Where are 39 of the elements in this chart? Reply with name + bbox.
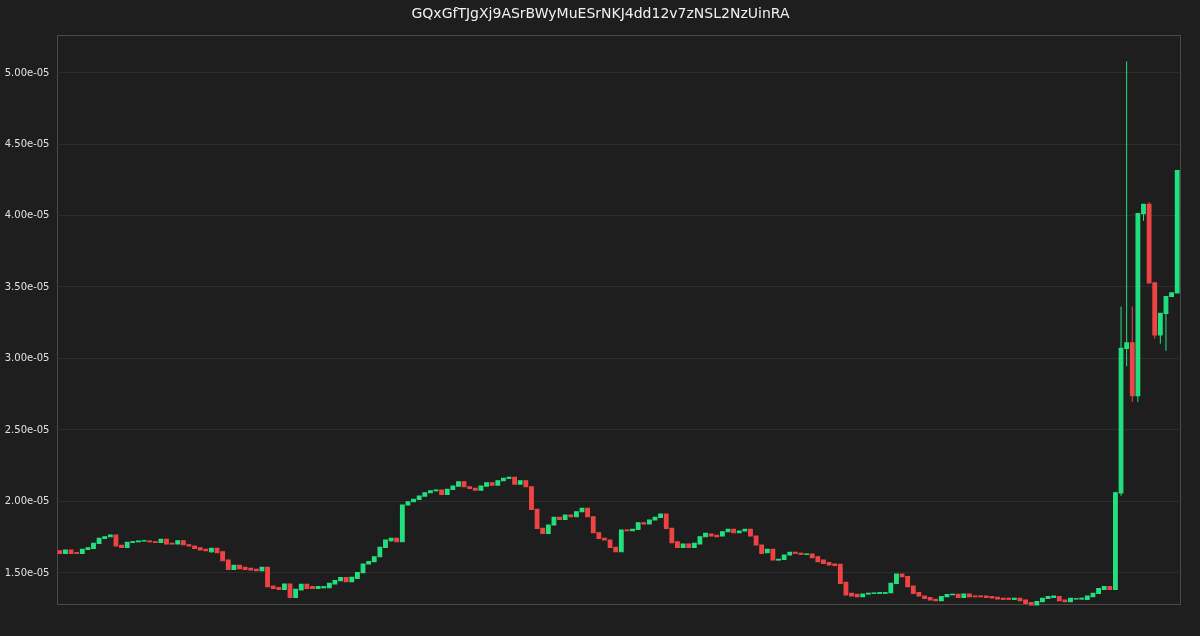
y-tick-label: 2.50e-05 (4, 423, 50, 435)
candlestick (680, 543, 686, 548)
y-tick-label: 4.50e-05 (4, 138, 50, 150)
candlestick (282, 583, 287, 590)
candlestick (209, 547, 214, 553)
candlestick (394, 537, 400, 543)
candlestick (764, 548, 770, 554)
candlestick (439, 489, 445, 495)
y-tick-label: 3.50e-05 (4, 280, 50, 292)
candlestick (562, 514, 568, 520)
y-tick-label: 5.00e-05 (4, 66, 50, 78)
chart-title: GQxGfTJgXj9ASrBWyMuESrNKJ4dd12v7zNSL2NzUinRA (411, 5, 790, 21)
candlestick (961, 593, 967, 598)
candlestick (158, 538, 164, 543)
candlestick (1129, 306, 1135, 403)
candlestick (63, 549, 68, 554)
y-tick-label: 3.00e-05 (4, 352, 50, 364)
candlestick (731, 528, 737, 534)
candlestick (686, 543, 692, 548)
y-tick-label: 2.00e-05 (4, 495, 50, 507)
candlestick (175, 540, 181, 545)
candlestick (231, 564, 237, 570)
candlestick (259, 566, 265, 572)
candlestick (57, 550, 63, 554)
candlestick (624, 529, 630, 532)
candlestick (568, 514, 574, 518)
candlestick (955, 593, 961, 598)
y-tick-label: 4.00e-05 (4, 209, 50, 221)
candlestick (489, 482, 495, 486)
candlestick (618, 529, 624, 553)
candlestick (1011, 597, 1017, 600)
candlestick (512, 476, 518, 485)
candlestick (641, 522, 647, 525)
candlestick (557, 516, 562, 520)
candlestick (770, 548, 776, 561)
y-tick-label: 1.50e-05 (4, 566, 50, 578)
candlestick (343, 577, 349, 583)
candlestick (1107, 586, 1113, 590)
candlestick (517, 480, 523, 485)
